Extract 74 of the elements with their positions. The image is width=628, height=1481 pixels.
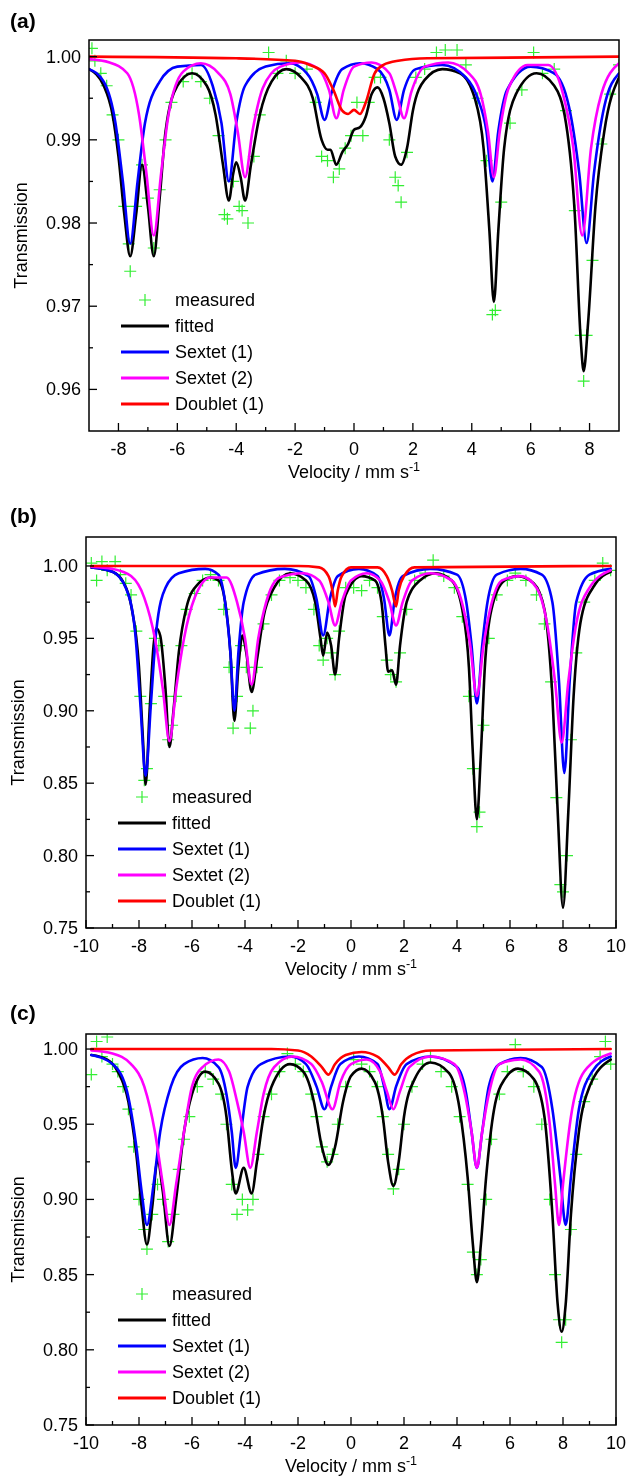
x-tick-label: -2 [287, 439, 304, 459]
x-tick-label: -4 [236, 936, 254, 956]
y-axis-title: Transmission [11, 182, 31, 289]
x-tick-label: 4 [451, 1433, 463, 1453]
y-tick-label: 0.97 [45, 296, 81, 317]
x-tick-label: -6 [169, 439, 186, 459]
legend-label: Sextet (2) [172, 1362, 251, 1382]
x-axis-title: Velocity / mm s$^{-1}$ [287, 460, 421, 482]
y-tick-label: 0.80 [42, 845, 78, 866]
y-tick-label: 1.00 [42, 1039, 78, 1060]
legend-label: fitted [172, 1310, 212, 1330]
x-tick-label: -10 [72, 1433, 100, 1453]
x-tick-label: 8 [557, 1433, 569, 1453]
x-tick-label: 8 [584, 439, 595, 459]
y-tick-label: 0.99 [45, 129, 81, 150]
x-axis-title: Velocity / mm s$^{-1}$ [284, 1454, 418, 1476]
y-axis-title: Transmission [8, 1176, 28, 1283]
x-tick-label: -2 [289, 936, 307, 956]
chart-title: (c) [10, 1001, 36, 1024]
x-tick-label: -8 [110, 439, 127, 459]
x-tick-label: 6 [504, 936, 516, 956]
y-tick-label: 0.95 [42, 628, 78, 649]
x-axis-title: Velocity / mm s$^{-1}$ [284, 957, 418, 979]
x-tick-label: 10 [605, 1433, 627, 1453]
y-tick-label: 0.85 [42, 1264, 78, 1285]
chart-title: (a) [10, 9, 36, 32]
y-tick-label: 0.80 [42, 1339, 78, 1360]
x-tick-label: 2 [398, 936, 410, 956]
legend-label: fitted [175, 316, 215, 336]
x-tick-label: 4 [466, 439, 477, 459]
y-tick-label: 0.95 [42, 1114, 78, 1135]
legend-label: measured [172, 787, 253, 807]
x-tick-label: -6 [183, 1433, 201, 1453]
x-tick-label: -6 [183, 936, 201, 956]
y-tick-label: 0.90 [42, 1189, 78, 1210]
line-series [89, 55, 619, 116]
y-axis-title: Transmission [8, 679, 28, 786]
y-tick-label: 0.75 [42, 1415, 78, 1435]
legend-label: Sextet (1) [172, 1336, 251, 1356]
y-tick-label: 1.00 [45, 46, 81, 67]
x-tick-label: -8 [130, 1433, 148, 1453]
x-tick-label: -4 [228, 439, 245, 459]
x-tick-label: -8 [130, 936, 148, 956]
x-tick-label: 6 [525, 439, 536, 459]
x-tick-label: -2 [289, 1433, 307, 1453]
y-tick-label: 0.98 [45, 213, 81, 234]
legend-label: Sextet (1) [172, 839, 251, 859]
x-tick-label: 2 [407, 439, 418, 459]
legend-label: Sextet (2) [172, 865, 251, 885]
x-tick-label: 4 [451, 936, 463, 956]
chart-title: (b) [10, 504, 37, 527]
y-tick-label: 0.85 [42, 773, 78, 794]
legend-label: Doublet (1) [172, 1388, 262, 1408]
x-tick-label: 2 [398, 1433, 410, 1453]
legend-label: Sextet (2) [175, 368, 254, 388]
y-tick-label: 1.00 [42, 555, 78, 576]
x-tick-label: 8 [557, 936, 569, 956]
x-tick-label: 0 [345, 1433, 357, 1453]
legend-label: measured [172, 1284, 253, 1304]
x-tick-label: 10 [605, 936, 627, 956]
legend-label: fitted [172, 813, 212, 833]
legend-label: Doublet (1) [175, 394, 265, 414]
x-tick-label: 0 [345, 936, 357, 956]
x-tick-label: 0 [348, 439, 360, 459]
line-series [90, 565, 612, 744]
legend-label: Doublet (1) [172, 891, 262, 911]
y-tick-label: 0.96 [45, 379, 81, 400]
legend-label: measured [175, 290, 256, 310]
legend-label: Sextet (1) [175, 342, 254, 362]
x-tick-label: 6 [504, 1433, 516, 1453]
y-tick-label: 0.90 [42, 700, 78, 721]
y-tick-label: 0.75 [42, 918, 78, 938]
x-tick-label: -4 [236, 1433, 254, 1453]
x-tick-label: -10 [72, 936, 100, 956]
